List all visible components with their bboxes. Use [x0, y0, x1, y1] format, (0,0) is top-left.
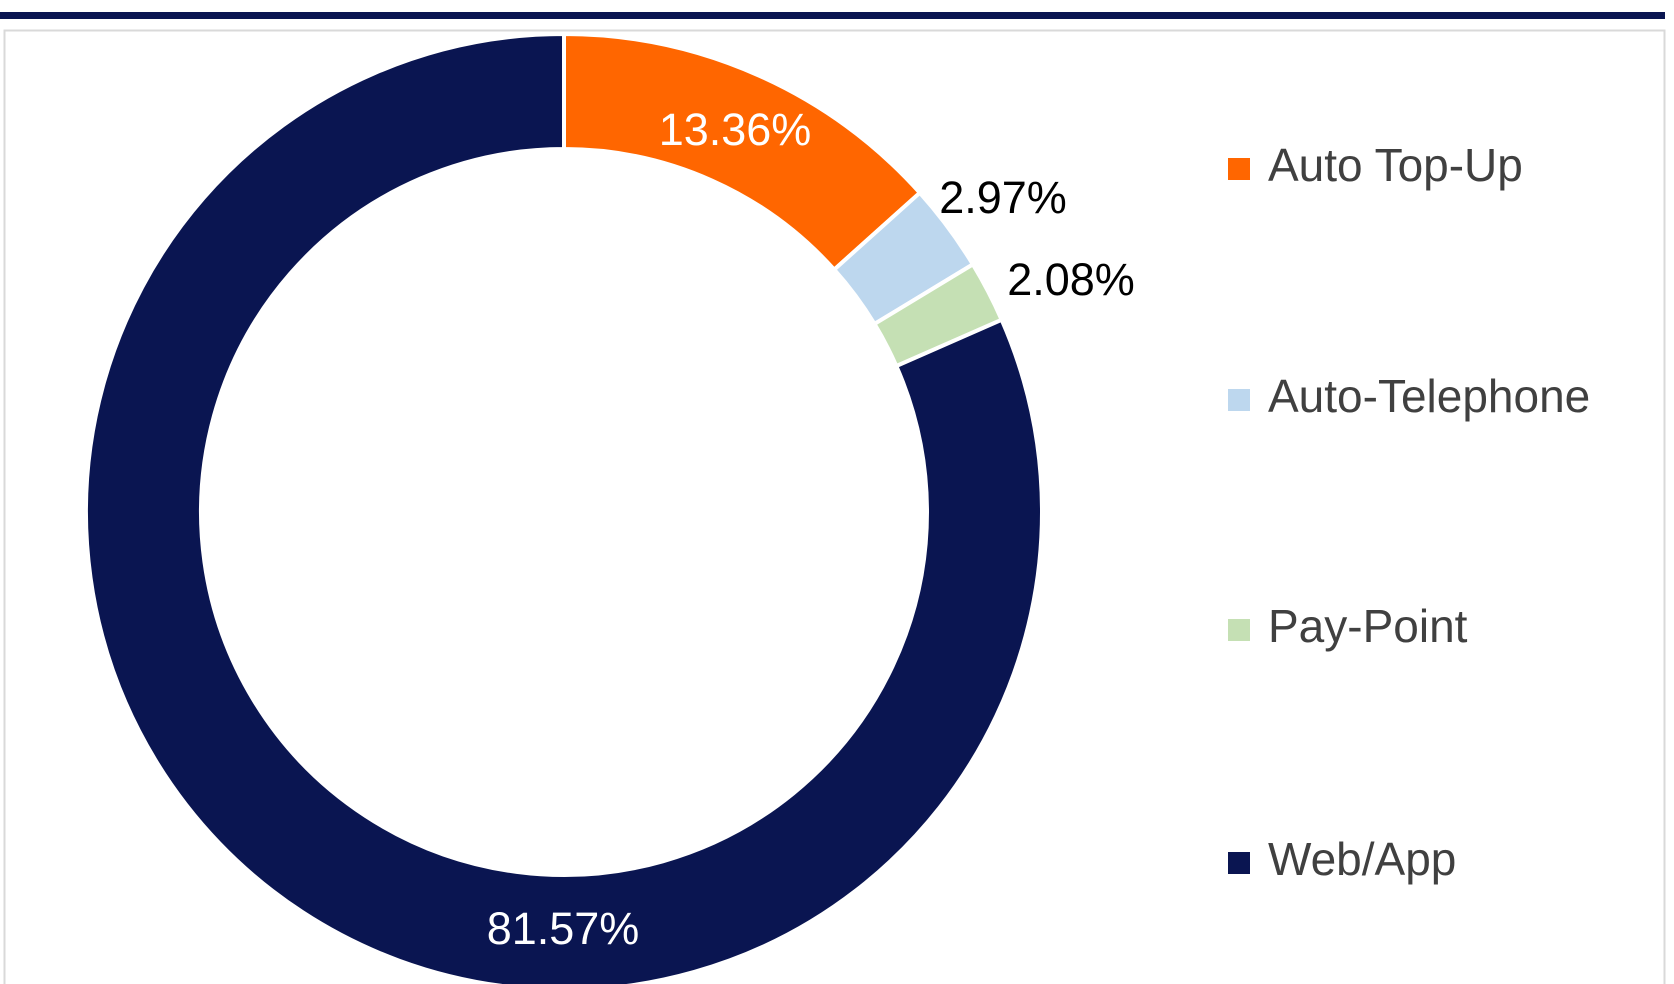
legend-label: Auto Top-Up — [1268, 139, 1523, 191]
legend-swatch — [1228, 619, 1250, 641]
donut-segment — [84, 31, 1044, 984]
data-label: 2.08% — [1007, 254, 1135, 305]
legend-label: Web/App — [1268, 833, 1456, 885]
data-label: 81.57% — [487, 903, 640, 954]
data-label: 13.36% — [659, 104, 812, 155]
legend-label: Auto-Telephone — [1268, 370, 1590, 422]
data-label: 2.97% — [939, 172, 1067, 223]
legend-swatch — [1228, 852, 1250, 874]
legend-label: Pay-Point — [1268, 600, 1468, 652]
header-rule — [0, 12, 1665, 19]
legend-swatch — [1228, 158, 1250, 180]
legend-swatch — [1228, 389, 1250, 411]
